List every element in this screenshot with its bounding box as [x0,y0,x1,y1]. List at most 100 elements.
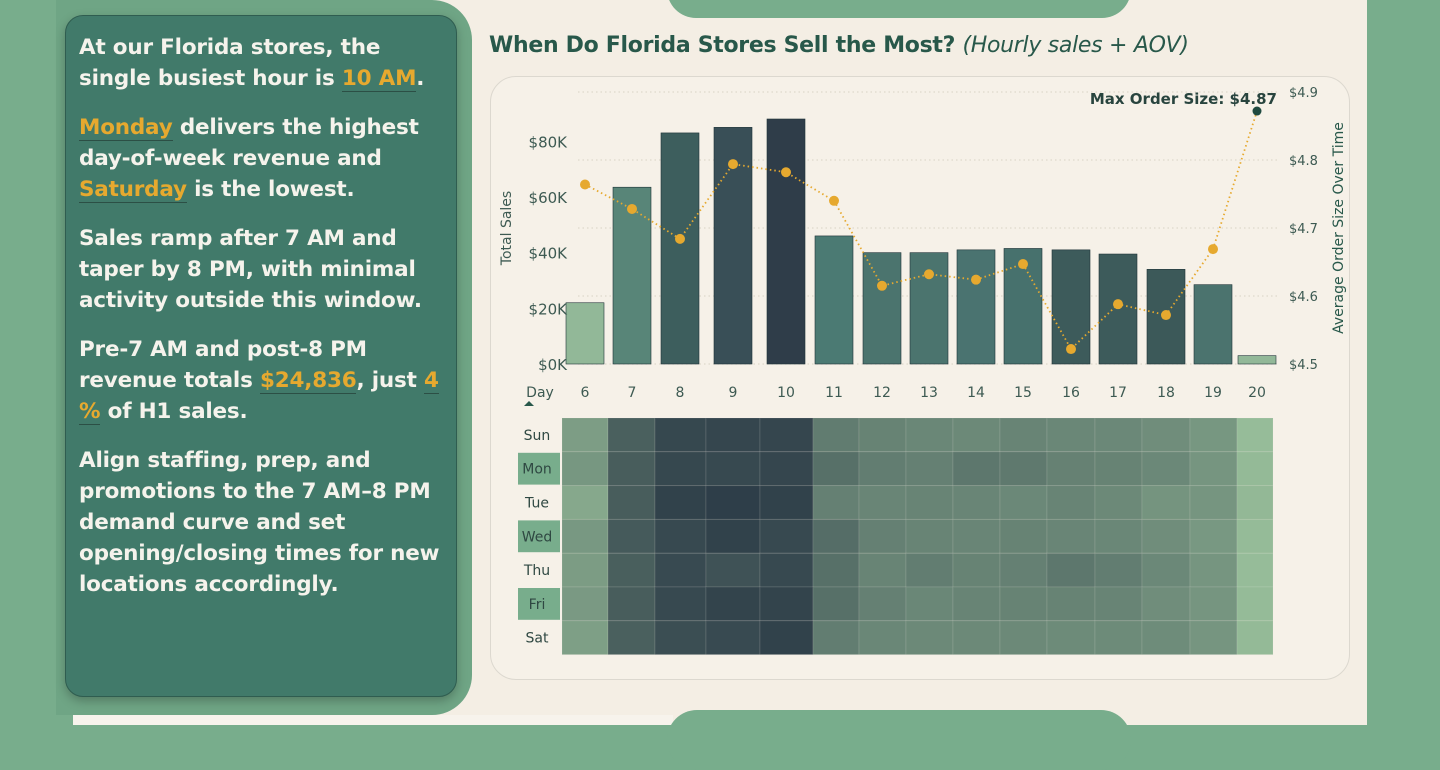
heatmap-cell [607,451,656,487]
heatmap-cell [1141,485,1191,520]
heatmap-row-label: Mon [522,462,552,478]
highlight-off-hours-revenue: $24,836 [259,368,357,394]
heatmap-cell [905,518,954,554]
insights-panel: At our Florida stores, the single busies… [65,15,457,697]
highlight-off-hours-share: 4 % [79,368,439,425]
heatmap-cell [858,586,907,622]
insight-text: Align staffing, prep, and promotions to … [79,448,440,597]
heatmap-cell [705,451,761,487]
heatmap-row-label: Thu [523,563,550,579]
x-tick-label: 9 [729,385,738,401]
heatmap-cell [1236,586,1274,622]
x-axis-title: Day [526,385,554,401]
page-bottom-edge [73,715,673,725]
aov-point [971,274,981,285]
max-order-label: Max Order Size: $4.87 [1090,90,1277,108]
heatmap-cell [705,417,761,453]
heatmap-cell [1046,518,1096,554]
heatmap-cell [705,586,761,622]
heatmap-cell [858,518,907,554]
heatmap-cell [1141,451,1191,487]
heatmap-cell [999,451,1048,487]
y-tick-label: $0K [538,356,568,374]
heatmap-cell [952,620,1001,656]
bar-series [565,118,1277,365]
heatmap-cell [905,417,954,453]
heatmap-cell [1094,552,1143,588]
bar [956,249,996,365]
heatmap: Sun Mon Tue Wed Thu Fri Sat [518,417,1274,656]
heatmap-cell [1189,620,1238,656]
x-tick-label: 20 [1248,385,1266,401]
aov-point [877,280,887,291]
insight-text: delivers the highest day-of-week revenue… [79,115,419,171]
decor-top-shape [667,0,1131,18]
heatmap-cell [607,485,656,520]
heatmap-cell [999,518,1048,554]
heatmap-cell [705,485,761,520]
heatmap-cell [607,586,656,622]
heatmap-cell [607,518,656,554]
heatmap-cell [1141,620,1191,656]
heatmap-cell [812,417,860,453]
heatmap-cell [952,451,1001,487]
heatmap-cell [999,417,1048,453]
y-tick-label: $20K [529,300,569,318]
heatmap-cell [999,586,1048,622]
heatmap-cell [1046,417,1096,453]
heatmap-row-highlight [518,452,560,485]
aov-point [829,195,839,206]
insight-text: is the lowest. [186,177,355,202]
sort-arrow-icon [524,401,534,406]
y-axis-title: Total Sales [499,191,515,266]
heatmap-cell [812,451,860,487]
y-tick-label: $60K [529,189,569,207]
chart-title: When Do Florida Stores Sell the Most? (H… [489,33,1189,58]
heatmap-cell [1236,451,1274,487]
insight-off-hours: Pre-7 AM and post-8 PM revenue totals $2… [79,334,446,427]
heatmap-cell [1189,417,1238,453]
heatmap-cell [1189,485,1238,520]
heatmap-cell [858,620,907,656]
heatmap-cell [905,485,954,520]
heatmap-cell [759,485,814,520]
heatmap-cell [1094,620,1143,656]
x-tick-label: 13 [920,385,938,401]
heatmap-cell [759,552,814,588]
heatmap-cell [759,417,814,453]
highlight-peak-hour: 10 AM [341,66,417,92]
heatmap-cell [1094,417,1143,453]
insight-ramp: Sales ramp after 7 AM and taper by 8 PM,… [79,223,446,316]
y2-tick-label: $4.8 [1289,154,1318,169]
y-tick-label: $80K [529,133,569,151]
highlight-worst-day: Saturday [79,177,187,203]
aov-line [584,110,1258,351]
x-tick-label: 19 [1204,385,1222,401]
aov-point [1208,244,1218,255]
y2-axis-title: Average Order Size Over Time [1331,122,1347,334]
heatmap-cell [1094,485,1143,520]
x-tick-label: 10 [777,385,795,401]
heatmap-cell [654,417,707,453]
heatmap-row-label: Wed [522,529,553,545]
heatmap-cell [561,485,609,520]
heatmap-cell [1141,552,1191,588]
heatmap-cell [1046,451,1096,487]
heatmap-cell [952,586,1001,622]
aov-line-series: Max Order Size: $4.87 [580,90,1277,355]
heatmap-cell [1189,518,1238,554]
heatmap-cell [858,552,907,588]
heatmap-cell [1236,518,1274,554]
aov-point [627,203,637,214]
heatmap-cell [1094,586,1143,622]
heatmap-cell [1046,485,1096,520]
heatmap-cell [999,552,1048,588]
heatmap-cell [858,417,907,453]
heatmap-cell [705,518,761,554]
insight-day-of-week: Monday delivers the highest day-of-week … [79,112,446,205]
heatmap-cell [759,620,814,656]
heatmap-cell [654,552,707,588]
heatmap-cell [1141,518,1191,554]
axes: $4.5 $4.6 $4.7 $4.8 $4.9 $0K $20K $40K $60K $80K T… [499,86,1347,406]
heatmap-cell [952,552,1001,588]
